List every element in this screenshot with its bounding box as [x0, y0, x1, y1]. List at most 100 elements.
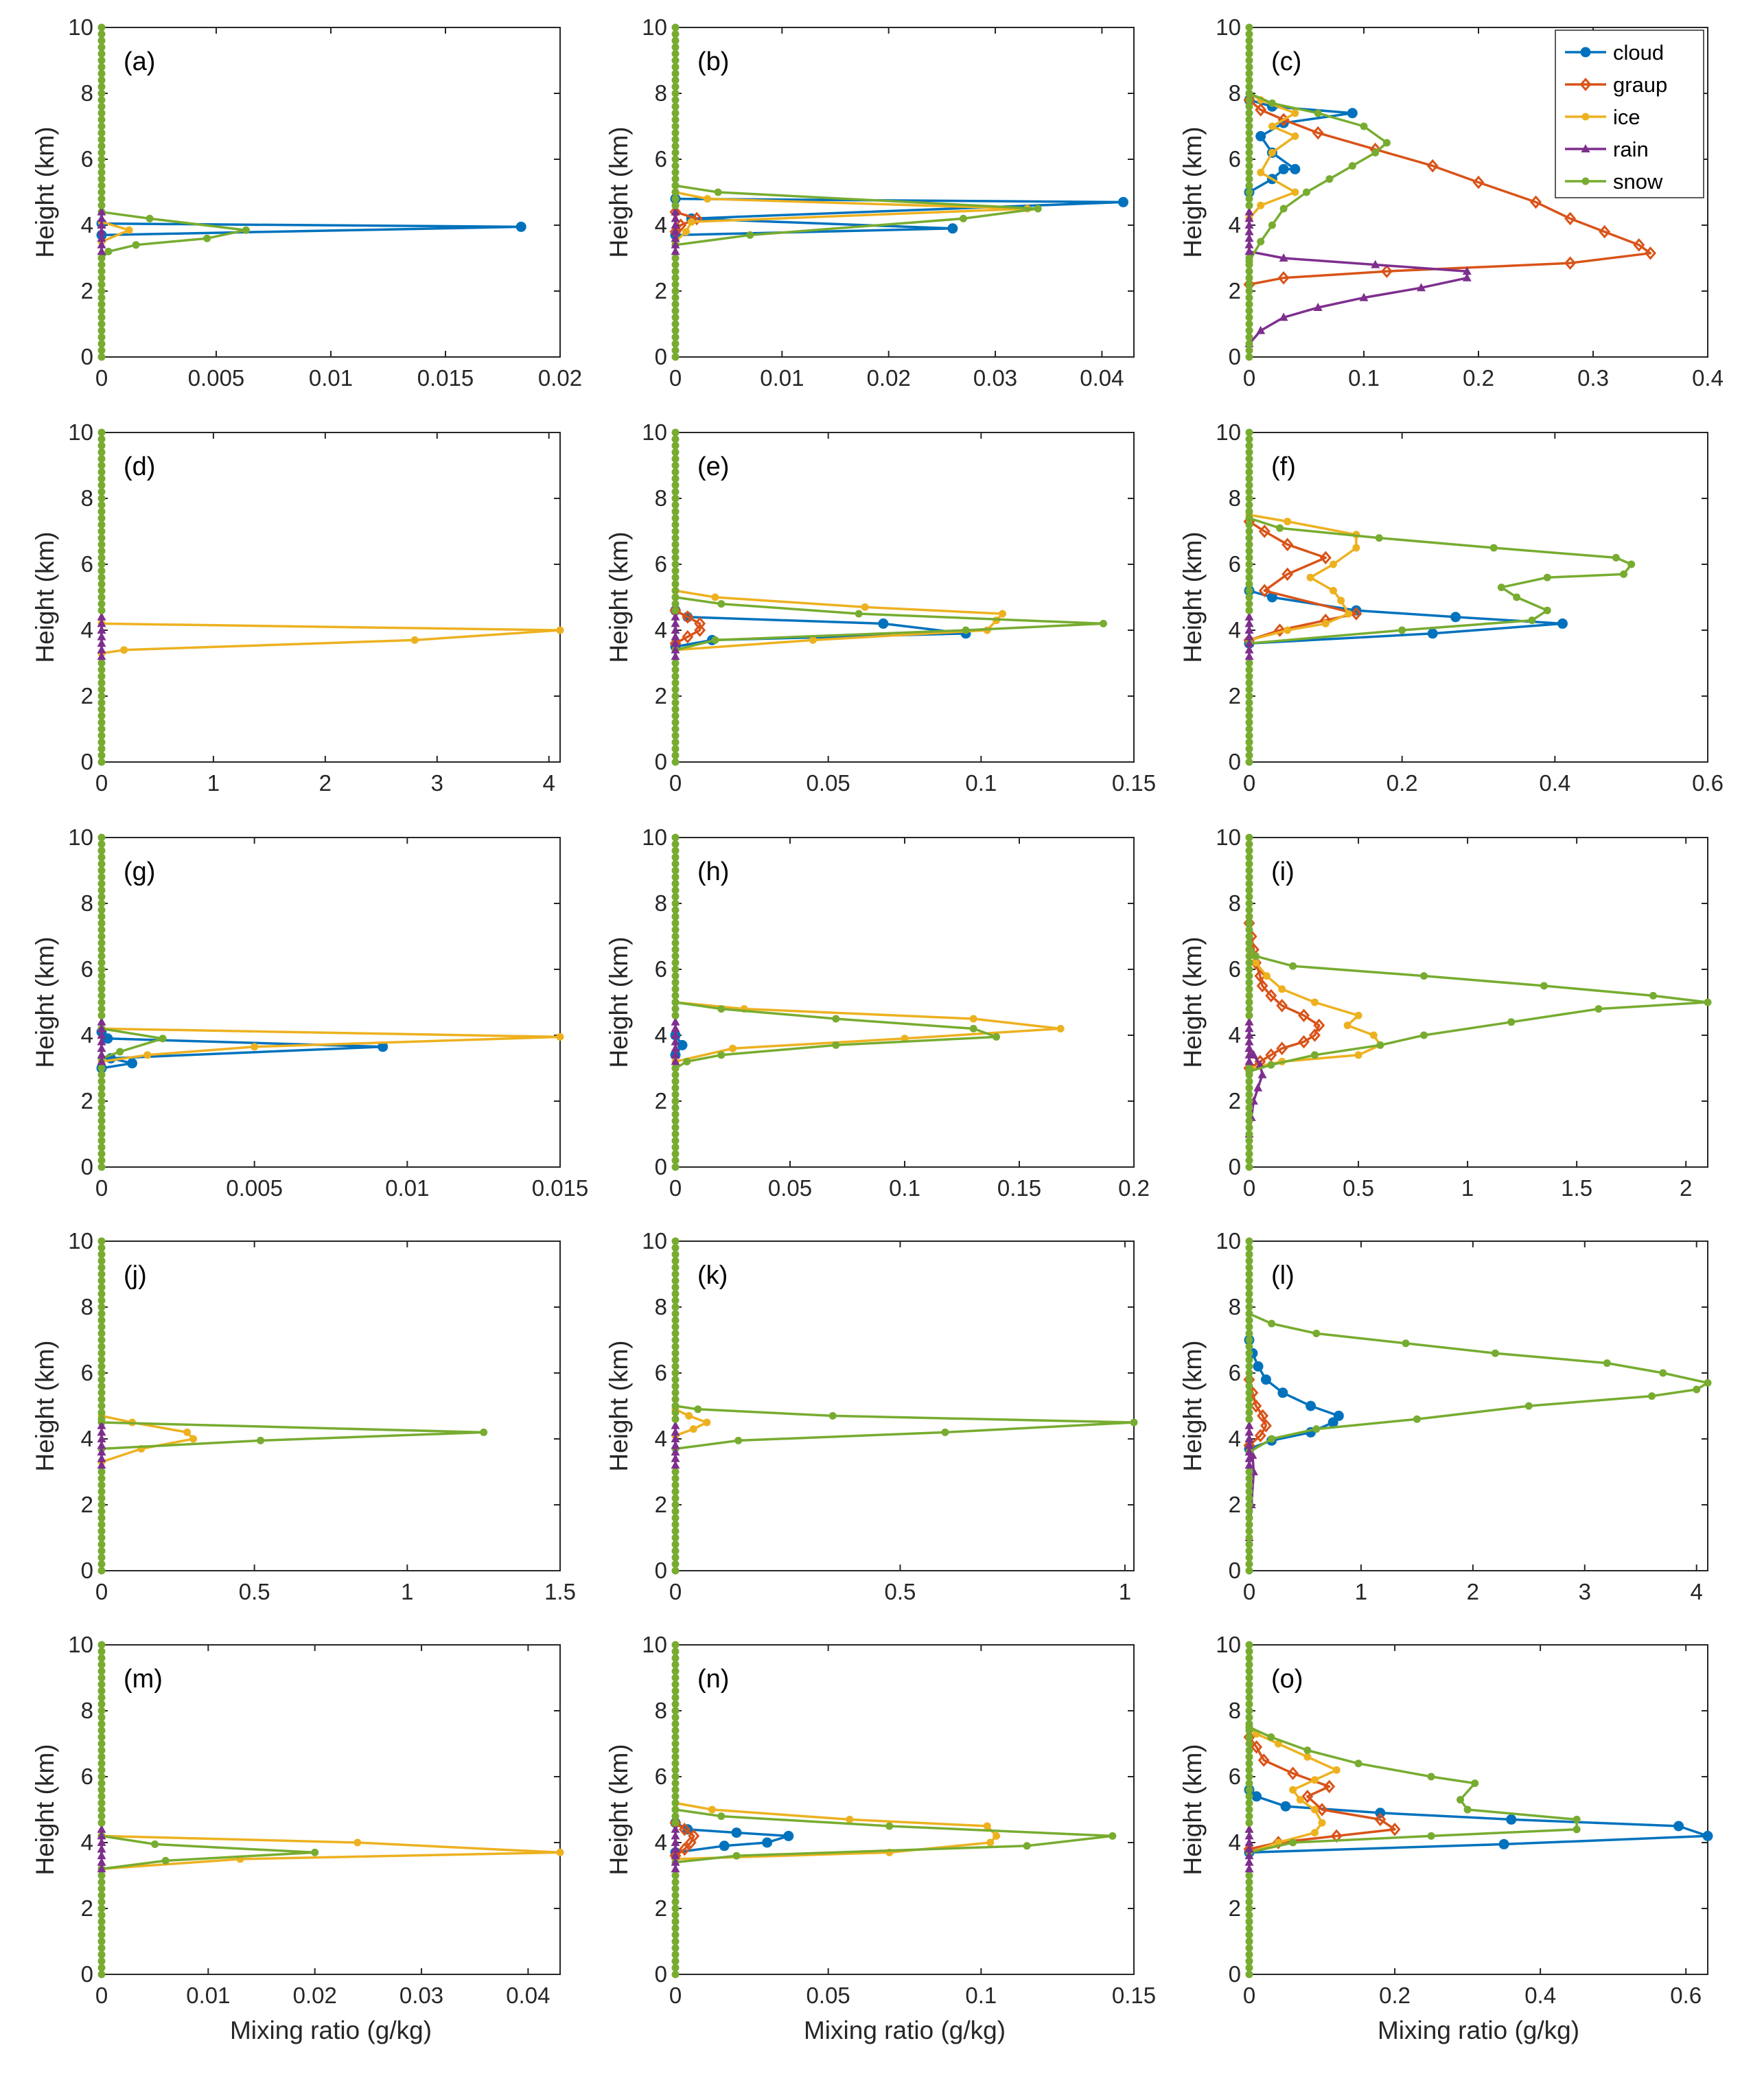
zero-point-rain [97, 1434, 106, 1442]
zero-point-snow [1245, 712, 1253, 720]
zero-point-snow [97, 699, 106, 707]
data-point-cloud [1266, 592, 1277, 603]
legend-marker-snow [1581, 177, 1590, 185]
data-point-graup [1255, 103, 1267, 117]
panel-tag: (j) [124, 1261, 147, 1290]
zero-point-snow [671, 1011, 680, 1019]
zero-point-rain [97, 233, 106, 242]
panel-c: 0 0.1 0.2 0.3 0.4 0 2 4 6 8 10 Height (km) (c) cloud g… [1179, 14, 1724, 391]
zero-point-snow [97, 1329, 106, 1337]
zero-point-snow [671, 346, 680, 354]
data-point-ice [999, 610, 1007, 618]
data-point-snow [1419, 1031, 1428, 1039]
zero-point-rain [97, 227, 106, 235]
zero-point-rain [1244, 1453, 1254, 1462]
zero-point-rain [97, 214, 106, 222]
zero-point-snow [97, 30, 106, 38]
zero-point-snow [671, 294, 680, 302]
zero-point-snow [671, 122, 680, 130]
y-tick-label: 10 [68, 14, 93, 40]
data-point-ice [1310, 1776, 1319, 1784]
zero-point-snow [671, 998, 680, 1006]
zero-point-rain [1244, 220, 1254, 229]
zero-point-snow [1245, 606, 1253, 614]
data-point-graup [1257, 1753, 1270, 1767]
zero-point-snow [671, 1884, 680, 1893]
data-point-snow [1402, 1339, 1410, 1348]
zero-point-snow [97, 899, 106, 908]
zero-point-snow [97, 606, 106, 614]
data-point-snow [1497, 584, 1505, 592]
zero-point-rain [671, 1440, 680, 1449]
zero-point-snow [1245, 1011, 1253, 1019]
y-tick-label: 10 [68, 1632, 93, 1657]
zero-point-snow [97, 129, 106, 137]
data-point-ice [1345, 610, 1353, 618]
panel-tag: (c) [1271, 47, 1301, 76]
data-point-ice [120, 646, 128, 654]
zero-point-snow [1245, 1746, 1253, 1755]
zero-point-snow [97, 1097, 106, 1105]
y-tick-label: 0 [1229, 1154, 1241, 1179]
series-line-graup [1249, 520, 1358, 642]
zero-point-snow [97, 501, 106, 509]
zero-point-snow [97, 1270, 106, 1278]
zero-point-snow [671, 1547, 680, 1555]
zero-point-snow [97, 274, 106, 282]
y-axis-label: Height (km) [1179, 126, 1207, 257]
data-point-ice [1284, 626, 1292, 634]
zero-point-snow [671, 1349, 680, 1357]
zero-point-rain [97, 1851, 106, 1860]
data-point-graup [1374, 1812, 1387, 1827]
zero-point-snow [1245, 1707, 1253, 1715]
zero-point-snow [97, 1759, 106, 1768]
zero-point-snow [671, 1382, 680, 1390]
data-point-snow [1376, 1041, 1384, 1049]
zero-point-snow [97, 912, 106, 921]
zero-point-snow [97, 56, 106, 65]
zero-point-snow [1245, 534, 1253, 542]
y-tick-label: 2 [655, 1088, 667, 1114]
data-point-snow [1314, 109, 1322, 117]
panel-j-axes-box [101, 1241, 561, 1571]
data-point-cloud [677, 1039, 688, 1050]
zero-point-snow [671, 1746, 680, 1755]
data-point-snow [1257, 238, 1265, 246]
y-tick-label: 10 [68, 824, 93, 850]
data-point-graup [1308, 1028, 1321, 1042]
zero-point-snow [671, 1733, 680, 1741]
zero-point-snow [97, 468, 106, 476]
y-tick-label: 2 [81, 1492, 93, 1517]
zero-point-snow [1245, 705, 1253, 713]
x-tick-label: 0 [1243, 1983, 1255, 2008]
zero-point-rain [671, 214, 680, 222]
data-point-snow [1507, 1018, 1516, 1026]
data-point-snow [1034, 205, 1042, 213]
zero-point-snow [1245, 1930, 1253, 1939]
data-point-rain [1313, 303, 1323, 311]
zero-point-snow [1245, 1654, 1253, 1662]
zero-point-snow [1245, 699, 1253, 707]
zero-point-snow [671, 76, 680, 84]
zero-point-snow [671, 1944, 680, 1952]
zero-point-snow [671, 428, 680, 437]
panel-o: 0 0.2 0.4 0.6 0 2 4 6 8 10 Height (km) Mixing ratio… [1179, 1632, 1713, 2044]
data-point-ice [1257, 201, 1265, 209]
data-point-cloud [1117, 196, 1128, 207]
data-point-cloud [1280, 1801, 1291, 1812]
zero-point-snow [97, 1641, 106, 1649]
zero-point-snow [1245, 1362, 1253, 1370]
zero-point-snow [1245, 1077, 1253, 1085]
zero-point-snow [1245, 435, 1253, 443]
data-point-snow [1348, 162, 1356, 170]
zero-point-snow [97, 1970, 106, 1978]
zero-point-snow [1245, 1963, 1253, 1972]
zero-point-snow [671, 1871, 680, 1880]
data-point-snow [161, 1856, 170, 1865]
y-tick-label: 4 [655, 617, 667, 643]
data-point-cloud [1253, 1361, 1264, 1372]
data-point-graup [682, 630, 694, 644]
zero-point-snow [97, 181, 106, 189]
panel-tag: (b) [697, 47, 729, 76]
zero-point-snow [671, 448, 680, 457]
